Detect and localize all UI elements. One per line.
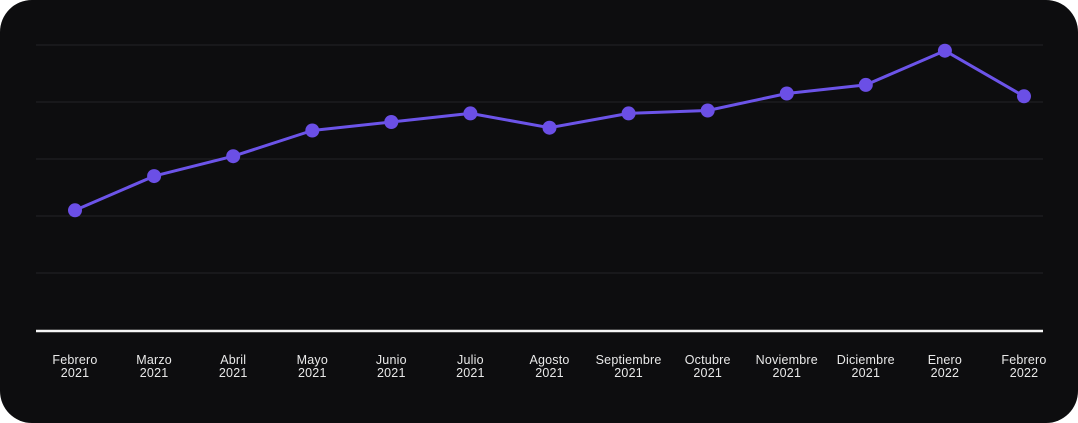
x-axis-label: Noviembre 2021	[756, 353, 818, 380]
x-axis-label: Abril 2021	[219, 353, 248, 380]
x-axis-label: Diciembre 2021	[837, 353, 895, 380]
x-axis-label: Julio 2021	[456, 353, 485, 380]
data-point[interactable]	[1017, 89, 1031, 104]
data-point[interactable]	[147, 169, 162, 184]
data-point[interactable]	[700, 103, 715, 118]
x-axis-label: Junio 2021	[376, 353, 407, 380]
data-point[interactable]	[68, 203, 82, 218]
data-point[interactable]	[779, 86, 794, 101]
x-axis-label: Octubre 2021	[685, 353, 731, 380]
data-point[interactable]	[305, 123, 320, 138]
x-axis-labels: Febrero 2021 Marzo 2021 Abril 2021 Mayo 2021 Jun…	[52, 353, 1046, 380]
x-axis-label: Marzo 2021	[136, 353, 172, 380]
x-axis-label: Agosto 2021	[529, 353, 569, 380]
data-point[interactable]	[463, 106, 478, 121]
data-point[interactable]	[621, 106, 636, 121]
data-point[interactable]	[858, 77, 873, 92]
data-points	[68, 43, 1031, 218]
x-axis-label: Septiembre 2021	[596, 353, 662, 380]
x-axis-label: Febrero 2022	[1001, 353, 1046, 380]
data-point[interactable]	[226, 149, 241, 164]
data-point[interactable]	[937, 43, 952, 58]
x-axis-label: Enero 2022	[928, 353, 962, 380]
x-axis-label: Mayo 2021	[297, 353, 328, 380]
gridlines	[36, 44, 1043, 274]
data-point[interactable]	[384, 115, 399, 129]
x-axis-label: Febrero 2021	[52, 353, 97, 380]
data-point[interactable]	[542, 120, 557, 135]
